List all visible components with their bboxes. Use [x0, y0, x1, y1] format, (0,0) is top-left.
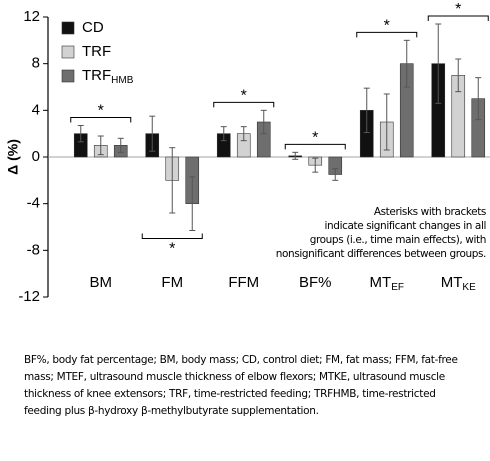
- chart: Δ (%) -12-8-404812BM*FM*FFM*BF%*MTEF*MTK…: [5, 1, 490, 305]
- error-bar: [149, 115, 156, 152]
- x-tick-label: BF%: [299, 274, 332, 291]
- significance-bracket: [141, 233, 203, 239]
- significance-marker: *: [169, 241, 175, 258]
- x-tick-label: FFM: [228, 274, 259, 291]
- y-tick-label: 12: [23, 8, 40, 25]
- error-bar: [169, 147, 176, 214]
- category-subscript: KE: [462, 282, 476, 293]
- error-bar: [475, 77, 482, 121]
- error-bar: [220, 126, 227, 142]
- error-bar: [189, 176, 196, 231]
- significance-marker: *: [384, 18, 390, 35]
- legend-swatch: [61, 45, 75, 59]
- y-tick-label: 8: [32, 55, 40, 72]
- significance-bracket: [356, 31, 418, 38]
- significance-bracket: [213, 101, 275, 108]
- y-tick-label: -8: [27, 241, 40, 258]
- error-bar: [455, 58, 462, 93]
- category-subscript: EF: [391, 282, 404, 293]
- legend-label: TRFHMB: [82, 67, 134, 86]
- note-line: nonsignificant differences between group…: [276, 248, 486, 260]
- error-bar: [435, 23, 442, 104]
- legend-name: CD: [82, 19, 104, 36]
- y-axis-label: Δ (%): [5, 139, 21, 175]
- category-name: BF%: [299, 274, 332, 291]
- significance-marker: *: [312, 130, 318, 147]
- error-bar: [260, 109, 267, 135]
- error-bar: [403, 39, 410, 88]
- significance-marker: *: [455, 1, 461, 18]
- legend-subscript: HMB: [111, 75, 134, 86]
- y-tick-label: 0: [32, 148, 40, 165]
- note-line: indicate significant changes in all: [325, 220, 486, 232]
- error-bar: [363, 87, 370, 133]
- x-tick-label: MTKE: [441, 274, 476, 293]
- category-name: MT: [370, 274, 392, 291]
- significance-bracket: [284, 143, 346, 150]
- category-name: BM: [90, 274, 113, 291]
- note-line: Asterisks with brackets: [374, 206, 486, 218]
- legend-name: TRF: [82, 67, 111, 84]
- error-bar: [383, 93, 390, 151]
- y-tick-label: 4: [32, 101, 40, 118]
- error-bar: [97, 135, 104, 156]
- error-bar: [332, 168, 339, 181]
- significance-marker: *: [98, 103, 104, 120]
- y-tick-label: -12: [18, 288, 40, 305]
- significance-marker: *: [241, 88, 247, 105]
- category-name: FM: [161, 274, 183, 291]
- significance-bracket: [427, 15, 489, 21]
- category-name: FFM: [228, 274, 259, 291]
- legend-swatch: [61, 21, 75, 35]
- x-tick-label: BM: [90, 274, 113, 291]
- legend-label: TRF: [82, 43, 111, 60]
- x-tick-label: MTEF: [370, 274, 404, 293]
- error-bar: [77, 125, 84, 143]
- error-bar: [312, 157, 319, 173]
- legend-name: TRF: [82, 43, 111, 60]
- category-name: MT: [441, 274, 463, 291]
- error-bar: [292, 151, 299, 160]
- legend-swatch: [61, 69, 75, 83]
- x-tick-label: FM: [161, 274, 183, 291]
- significance-bracket: [70, 117, 132, 123]
- y-tick-label: -4: [27, 195, 40, 212]
- legend-label: CD: [82, 19, 104, 36]
- caption: BF%, body fat percentage; BM, body mass;…: [24, 354, 458, 417]
- note-line: groups (i.e., time main effects), with: [310, 234, 486, 246]
- error-bar: [117, 137, 124, 153]
- error-bar: [240, 126, 247, 142]
